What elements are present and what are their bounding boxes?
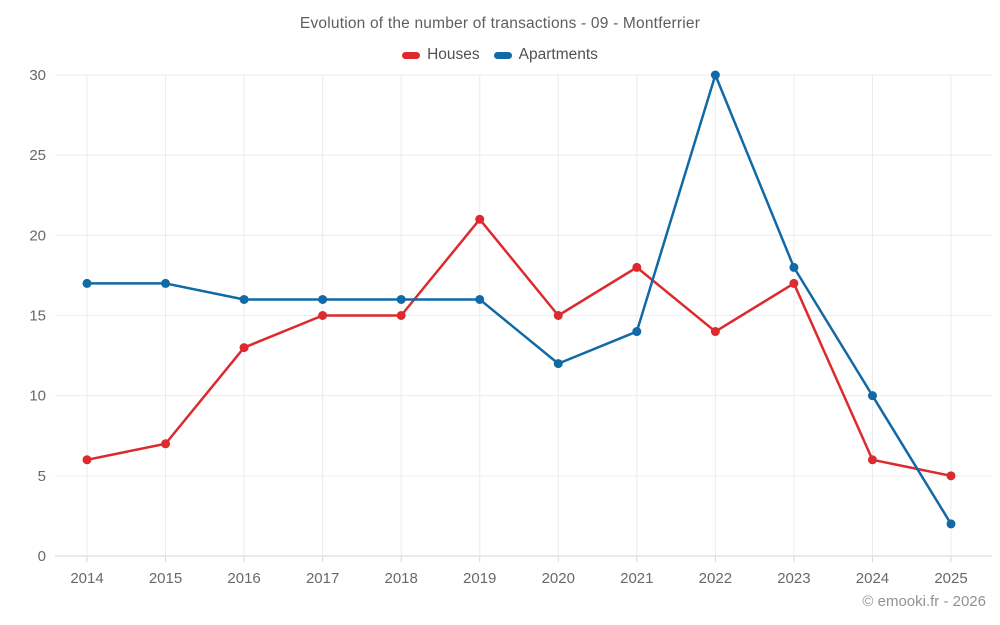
data-point-houses-2014 (82, 455, 92, 465)
y-tick-label: 30 (29, 67, 46, 84)
data-point-apartments-2021 (632, 327, 642, 337)
data-point-houses-2022 (710, 327, 720, 337)
x-tick-label: 2014 (70, 570, 103, 587)
data-point-apartments-2015 (161, 278, 171, 288)
legend-label-apartments: Apartments (518, 46, 598, 63)
y-tick-label: 15 (29, 308, 46, 325)
data-point-houses-2019 (475, 214, 485, 224)
data-point-apartments-2022 (710, 70, 720, 80)
data-point-apartments-2019 (475, 294, 485, 304)
x-tick-label: 2018 (384, 570, 417, 587)
data-point-apartments-2025 (946, 519, 956, 529)
watermark: © emooki.fr - 2026 (862, 593, 986, 610)
legend: Houses Apartments (0, 46, 1000, 64)
data-point-houses-2021 (632, 262, 642, 272)
x-tick-label: 2021 (620, 570, 653, 587)
y-tick-label: 25 (29, 147, 46, 164)
x-tick-label: 2016 (227, 570, 260, 587)
data-point-apartments-2024 (867, 391, 877, 401)
x-tick-label: 2023 (777, 570, 810, 587)
y-tick-label: 10 (29, 388, 46, 405)
y-tick-label: 20 (29, 227, 46, 244)
data-point-houses-2017 (318, 311, 328, 320)
x-tick-label: 2017 (306, 570, 339, 587)
chart-title: Evolution of the number of transactions … (299, 15, 701, 32)
legend-item-apartments[interactable]: Apartments (493, 46, 598, 64)
y-tick-label: 0 (38, 548, 46, 565)
x-tick-label: 2020 (542, 570, 575, 587)
legend-item-houses[interactable]: Houses (402, 46, 480, 64)
data-point-apartments-2018 (396, 294, 406, 304)
legend-label-houses: Houses (427, 46, 480, 63)
data-point-apartments-2017 (318, 294, 328, 304)
data-point-houses-2023 (789, 278, 799, 288)
data-point-apartments-2020 (553, 359, 563, 369)
data-point-houses-2025 (946, 471, 956, 481)
apartments-series-swatch (493, 51, 512, 59)
data-point-apartments-2023 (789, 262, 799, 272)
data-point-houses-2024 (867, 455, 877, 465)
data-point-houses-2016 (239, 343, 249, 353)
x-tick-label: 2022 (699, 570, 732, 587)
data-point-houses-2020 (553, 311, 563, 320)
series-line-houses (85, 218, 953, 478)
data-point-houses-2018 (396, 311, 406, 320)
series-line-apartments (85, 73, 953, 526)
x-tick-label: 2015 (149, 570, 182, 587)
houses-series-swatch (402, 51, 421, 59)
x-tick-label: 2024 (856, 570, 889, 587)
x-tick-label: 2025 (934, 570, 967, 587)
y-tick-label: 5 (38, 468, 46, 485)
x-tick-label: 2019 (463, 570, 496, 587)
data-point-apartments-2014 (82, 278, 92, 288)
data-point-houses-2015 (161, 439, 171, 449)
data-point-apartments-2016 (239, 294, 249, 304)
